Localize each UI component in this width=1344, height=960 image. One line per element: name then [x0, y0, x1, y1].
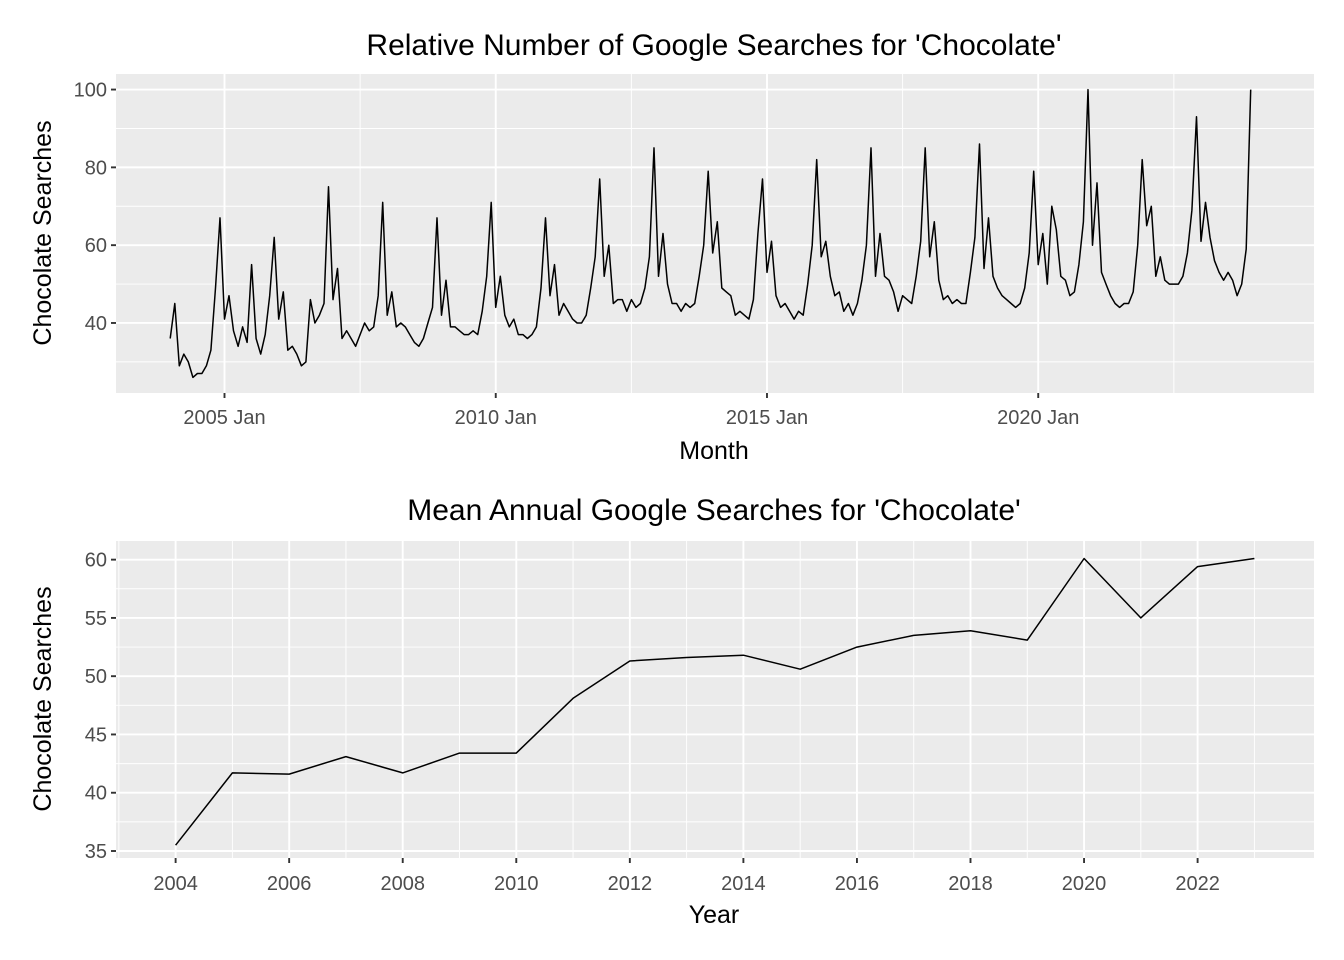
y-axis-title: Chocolate Searches — [29, 120, 57, 345]
x-tick-label: 2022 — [1175, 873, 1220, 895]
x-tick-label: 2012 — [608, 873, 653, 895]
x-tick-label: 2008 — [380, 873, 425, 895]
y-tick-label: 40 — [85, 783, 107, 805]
x-axis-title: Year — [689, 901, 740, 929]
series-line — [175, 557, 1255, 846]
x-tick-label: 2006 — [267, 873, 312, 895]
grid — [116, 541, 1314, 858]
y-tick-label: 80 — [85, 157, 107, 179]
y-tick-label: 35 — [85, 841, 107, 863]
y-axis: 40 60 80 100 — [74, 80, 116, 335]
y-axis: 35 40 45 50 55 60 — [85, 550, 116, 863]
x-tick-label: 2018 — [948, 873, 993, 895]
chart-title: Relative Number of Google Searches for '… — [366, 29, 1061, 62]
y-axis-title: Chocolate Searches — [29, 586, 57, 811]
x-tick-label: 2005 Jan — [183, 407, 265, 429]
monthly-searches-chart: Relative Number of Google Searches for '… — [29, 29, 1314, 465]
y-tick-label: 55 — [85, 608, 107, 630]
y-tick-label: 60 — [85, 235, 107, 257]
grid — [116, 74, 1314, 393]
plot-panel — [116, 541, 1314, 858]
x-tick-label: 2010 — [494, 873, 539, 895]
x-tick-label: 2016 — [835, 873, 880, 895]
x-axis: 2004 2006 2008 2010 2012 2014 2016 2018 2020 2022 — [153, 858, 1220, 895]
y-tick-label: 60 — [85, 550, 107, 572]
x-tick-label: 2010 Jan — [455, 407, 537, 429]
x-axis-title: Month — [679, 437, 748, 465]
y-tick-label: 50 — [85, 666, 107, 688]
series-line — [169, 88, 1252, 379]
y-tick-label: 40 — [85, 313, 107, 335]
y-tick-label: 45 — [85, 724, 107, 746]
x-tick-label: 2004 — [153, 873, 198, 895]
x-tick-label: 2020 Jan — [997, 407, 1079, 429]
y-tick-label: 100 — [74, 80, 107, 102]
chart-title: Mean Annual Google Searches for 'Chocola… — [407, 494, 1021, 527]
x-axis: 2005 Jan 2010 Jan 2015 Jan 2020 Jan — [183, 393, 1079, 429]
x-tick-label: 2015 Jan — [726, 407, 808, 429]
x-tick-label: 2020 — [1062, 873, 1107, 895]
annual-mean-chart: Mean Annual Google Searches for 'Chocola… — [29, 494, 1314, 929]
x-tick-label: 2014 — [721, 873, 766, 895]
